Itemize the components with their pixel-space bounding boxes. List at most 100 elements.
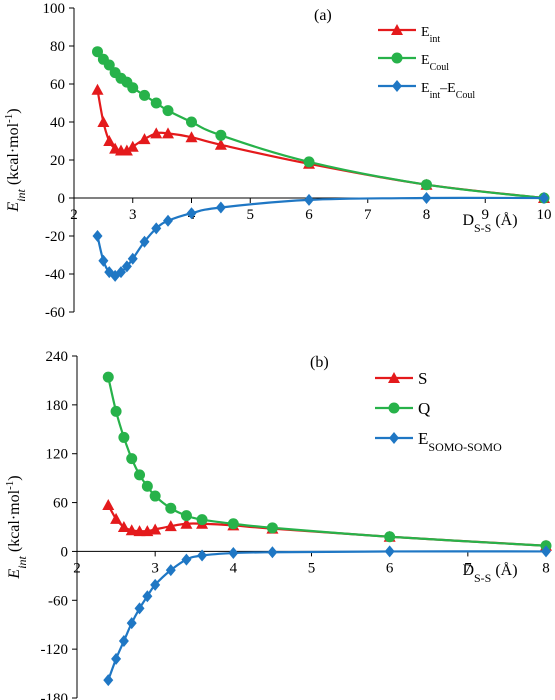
data-point (214, 138, 227, 150)
data-point (134, 469, 146, 481)
data-point (304, 193, 314, 206)
data-point (384, 545, 395, 558)
x-tick-label: 6 (386, 560, 394, 576)
data-point (151, 222, 162, 235)
data-point (162, 127, 174, 139)
data-point (126, 140, 139, 152)
data-point (165, 564, 176, 577)
x-tick-label: 2 (73, 560, 81, 576)
data-point (110, 405, 122, 417)
series-line (107, 376, 547, 547)
x-tick-label: 3 (129, 207, 137, 223)
legend-marker (391, 24, 403, 35)
data-point (150, 97, 162, 109)
x-tick-label: 8 (423, 207, 431, 223)
legend-entry: ECoul (378, 52, 449, 73)
x-tick-label: 7 (464, 560, 472, 576)
data-point (149, 490, 161, 502)
data-point (266, 522, 278, 534)
series-line (96, 51, 545, 200)
legend-entry: Q (375, 399, 430, 418)
data-point (539, 192, 549, 204)
x-axis-label: DS-S (Å) (462, 211, 517, 235)
data-point (149, 523, 162, 535)
data-point (186, 116, 197, 128)
data-point (139, 89, 150, 101)
data-point (102, 499, 115, 511)
y-tick-label: 100 (43, 1, 66, 17)
y-tick-label: 80 (50, 39, 65, 55)
y-tick-label: -60 (48, 593, 68, 609)
data-point (98, 254, 109, 267)
legend-entry: Eint–ECoul (378, 80, 475, 101)
data-point (125, 524, 138, 536)
data-point (117, 521, 130, 532)
data-point (197, 549, 208, 562)
data-point (127, 82, 139, 94)
data-point (227, 518, 239, 530)
y-tick-label: 240 (46, 349, 69, 365)
y-tick-label: -180 (41, 691, 69, 700)
data-point (134, 602, 145, 615)
data-point (126, 453, 138, 465)
data-point (181, 553, 192, 566)
panel-label: (b) (310, 354, 329, 371)
y-tick-label: -120 (41, 642, 69, 658)
x-axis-label: DS-S (Å) (462, 561, 517, 585)
y-tick-label: 20 (50, 153, 65, 169)
data-point (142, 590, 153, 603)
data-point (121, 260, 132, 273)
legend-entry: ESOMO-SOMO (375, 429, 502, 454)
y-tick-label: -40 (45, 267, 65, 283)
data-point (118, 431, 130, 443)
series-2 (92, 46, 550, 204)
panel-label: (a) (314, 7, 332, 24)
series-3 (103, 545, 551, 687)
x-tick-label: 7 (364, 207, 372, 223)
data-point (303, 156, 315, 168)
legend-entry: S (375, 369, 427, 388)
x-tick-label: 3 (151, 560, 159, 576)
data-point (215, 201, 226, 214)
data-point (103, 59, 115, 71)
chart-panel-2: -180 -120 -60 0 60 120 180 240 2 3 4 5 6 7 8 (b) Eint (k… (4, 349, 552, 700)
legend-marker (392, 80, 402, 92)
data-point (103, 674, 114, 687)
data-point (164, 520, 177, 532)
y-tick-label: 0 (58, 191, 66, 207)
data-point (186, 207, 197, 220)
data-point (180, 517, 193, 529)
legend-marker (391, 52, 403, 64)
legend-label: Q (418, 399, 430, 418)
y-tick-label: 60 (53, 496, 68, 512)
x-tick-label: 6 (305, 207, 313, 223)
data-point (102, 371, 114, 383)
data-point (163, 214, 173, 227)
data-point (150, 578, 161, 591)
data-point (116, 266, 126, 279)
legend-marker (389, 432, 399, 444)
data-point (185, 131, 198, 143)
legend-label: Eint (421, 25, 440, 45)
data-point (139, 235, 150, 248)
data-point (126, 617, 137, 630)
x-tick-label: 4 (230, 560, 238, 576)
series-3 (92, 192, 549, 282)
legend-label: ECoul (421, 53, 449, 73)
data-point (180, 510, 192, 522)
y-tick-label: 40 (50, 115, 65, 131)
data-point (215, 129, 227, 141)
y-tick-label: 60 (50, 77, 65, 93)
data-point (111, 652, 122, 665)
data-point (91, 83, 104, 95)
x-tick-label: 2 (70, 207, 78, 223)
data-point (138, 133, 151, 145)
y-tick-label: -60 (45, 305, 65, 321)
legend-label: ESOMO-SOMO (418, 429, 502, 454)
data-point (421, 179, 432, 191)
data-point (267, 546, 278, 559)
y-tick-label: -20 (45, 229, 65, 245)
data-point (110, 512, 123, 524)
data-point (165, 502, 177, 514)
